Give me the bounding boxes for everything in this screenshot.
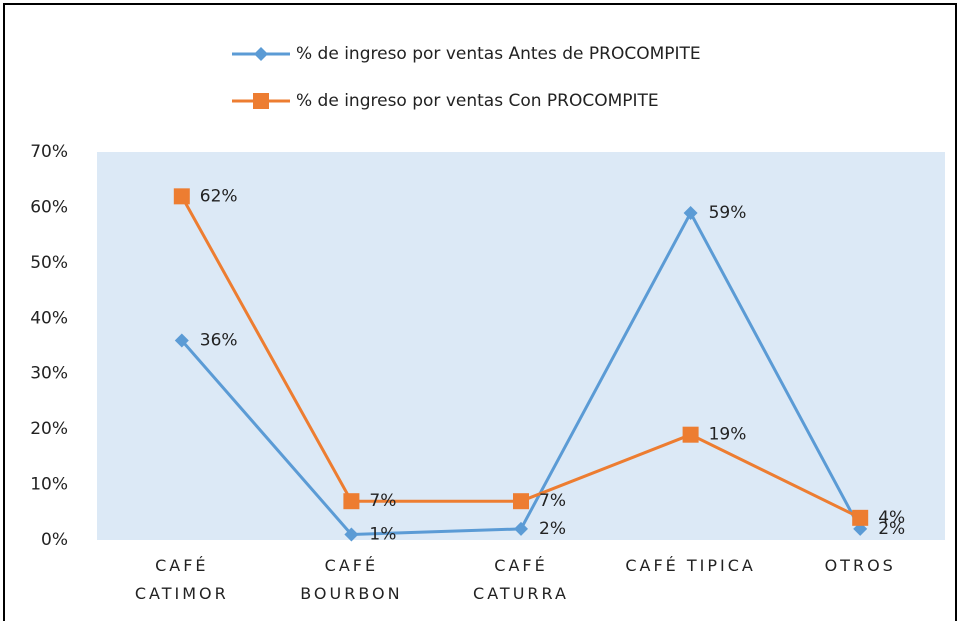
marker bbox=[173, 188, 190, 205]
marker bbox=[343, 493, 360, 510]
y-tick-label: 10% bbox=[30, 475, 68, 495]
data-label: 4% bbox=[878, 508, 905, 528]
data-label: 1% bbox=[369, 524, 396, 544]
legend-label: % de ingreso por ventas Antes de PROCOMP… bbox=[296, 44, 701, 64]
y-tick-label: 0% bbox=[41, 530, 68, 550]
x-tick-label: CAFÉ CATURRA bbox=[473, 556, 569, 603]
data-label: 36% bbox=[200, 330, 238, 350]
marker bbox=[852, 509, 869, 526]
marker bbox=[344, 527, 359, 542]
data-label: 7% bbox=[539, 491, 566, 511]
marker bbox=[174, 333, 189, 348]
x-tick-label: CAFÉ BOURBON bbox=[300, 556, 402, 603]
data-label: 59% bbox=[709, 203, 747, 223]
marker bbox=[682, 426, 699, 443]
legend-label: % de ingreso por ventas Con PROCOMPITE bbox=[296, 91, 659, 111]
y-tick-label: 40% bbox=[30, 308, 68, 328]
marker bbox=[514, 521, 528, 536]
data-label: 2% bbox=[539, 519, 566, 539]
x-tick-label: CAFÉ TIPICA bbox=[625, 556, 756, 575]
data-label: 7% bbox=[369, 491, 396, 511]
y-tick-label: 20% bbox=[30, 419, 68, 439]
y-tick-label: 60% bbox=[30, 197, 68, 217]
marker bbox=[253, 93, 269, 109]
marker bbox=[513, 493, 529, 510]
data-label: 62% bbox=[200, 186, 238, 206]
data-label: 19% bbox=[709, 425, 747, 445]
x-tick-label: CAFÉ CATIMOR bbox=[135, 556, 229, 603]
y-tick-label: 50% bbox=[30, 253, 68, 273]
y-tick-label: 30% bbox=[30, 364, 68, 384]
x-tick-label: OTROS bbox=[825, 556, 896, 575]
marker bbox=[683, 205, 698, 220]
plot-area bbox=[97, 152, 945, 540]
marker bbox=[254, 47, 268, 61]
data-label: 2% bbox=[878, 519, 905, 539]
y-tick-label: 70% bbox=[30, 142, 68, 162]
